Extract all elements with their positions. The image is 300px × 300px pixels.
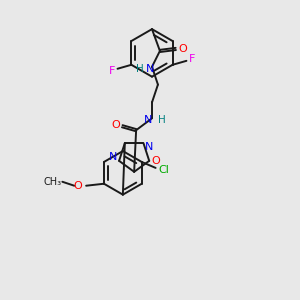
Text: N: N	[109, 152, 117, 162]
Text: O: O	[178, 44, 187, 54]
Text: CH₃: CH₃	[44, 177, 62, 187]
Text: N: N	[145, 142, 154, 152]
Text: Cl: Cl	[158, 165, 169, 175]
Text: F: F	[108, 66, 115, 76]
Text: N: N	[144, 115, 152, 125]
Text: H: H	[158, 115, 166, 125]
Text: H: H	[136, 64, 144, 74]
Text: O: O	[111, 120, 120, 130]
Text: O: O	[74, 181, 82, 191]
Text: F: F	[189, 54, 196, 64]
Text: N: N	[146, 64, 154, 74]
Text: O: O	[152, 156, 161, 166]
